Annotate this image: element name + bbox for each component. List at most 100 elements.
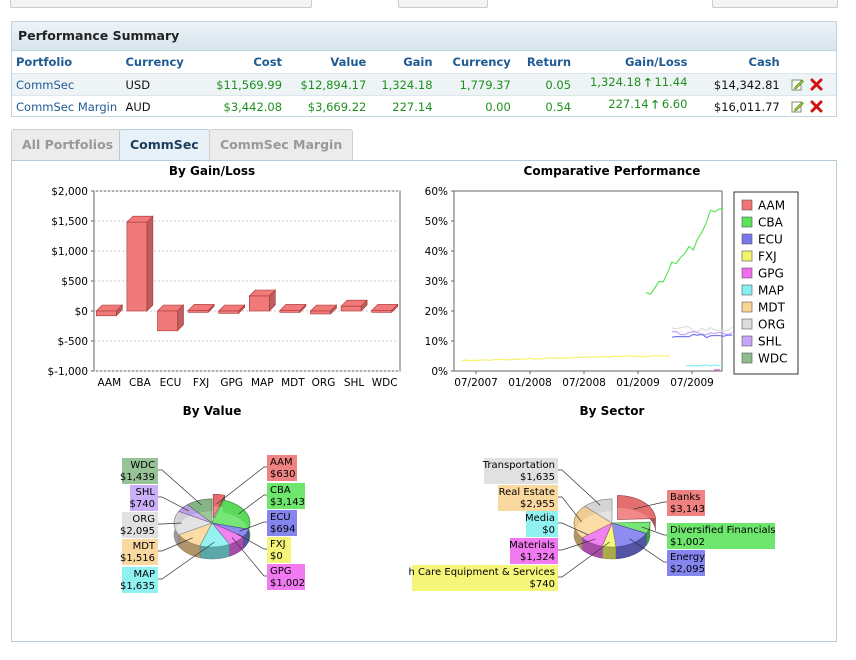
x-tick-label: 01/2009 — [616, 377, 660, 389]
col-gain[interactable]: Gain — [403, 55, 433, 69]
x-tick-label: MDT — [281, 377, 305, 389]
pie-label-box — [510, 538, 558, 564]
y-tick-label: $0 — [75, 306, 88, 318]
pie-slice-real-estate — [573, 505, 613, 539]
delete-icon[interactable] — [810, 100, 823, 113]
y-tick-label: 30% — [425, 276, 448, 288]
pie-label-box — [267, 510, 297, 536]
series-line-ecu — [671, 333, 733, 339]
delete-icon[interactable] — [810, 78, 823, 91]
pie-leader-line — [158, 469, 202, 506]
pie-label-box — [484, 458, 558, 484]
pie-leader-line — [239, 521, 267, 532]
pie-label-box — [267, 564, 305, 590]
bar-aam — [96, 310, 117, 317]
pie-leader-line — [641, 526, 667, 536]
col-cost[interactable]: Cost — [253, 55, 283, 69]
pie-leader-line — [216, 466, 267, 505]
series-line-org — [671, 325, 733, 332]
table-row: CommSec Margin AUD $3,442.08 $3,669.22 2… — [12, 95, 836, 117]
y-tick-label: 10% — [425, 336, 448, 348]
pie-wall-h-care-equipment-services — [601, 545, 617, 560]
value-cell: $3,669.22 — [286, 95, 371, 117]
legend-swatch-fxj — [741, 250, 753, 262]
y-tick-label: $500 — [61, 276, 88, 288]
pie-slice-transportation — [584, 498, 613, 524]
portfolio-link[interactable]: CommSec — [16, 77, 75, 92]
pie-label-value: $1,002 — [270, 578, 305, 589]
table-row: CommSec USD $11,569.99 $12,894.17 1,324.… — [12, 73, 836, 96]
y-tick-label: $1,500 — [51, 216, 88, 228]
col-gainloss[interactable]: Gain/Loss — [624, 55, 688, 69]
col-actions — [784, 51, 836, 74]
pie-label-name: SHL — [136, 487, 156, 498]
cost-cell: $3,442.08 — [209, 95, 287, 117]
pie-label-name: Banks — [670, 492, 700, 503]
col-return[interactable]: Return — [526, 55, 572, 69]
pie-label-name: FXJ — [270, 539, 286, 550]
currency-gain-cell: 1,779.37 — [436, 73, 515, 96]
actions-cell — [783, 73, 836, 96]
col-portfolio[interactable]: Portfolio — [16, 55, 73, 69]
pie-leader-line — [558, 496, 582, 523]
cash-cell: $16,011.77 — [691, 95, 784, 117]
pie-slice-materials — [581, 522, 613, 547]
pie-label-name: Transportation — [482, 460, 555, 471]
y-tick-label: $-1,000 — [47, 366, 88, 378]
pie-label-value: $1,324 — [520, 552, 555, 563]
plot-area — [453, 190, 723, 372]
pie-label-name: ORG — [132, 514, 155, 525]
x-tick-label: 07/2007 — [454, 377, 498, 389]
pie-slice-cba — [211, 499, 251, 530]
pie-label-value: $1,635 — [520, 472, 555, 483]
value-cell: $12,894.17 — [286, 73, 371, 96]
portfolio-link[interactable]: CommSec Margin — [16, 99, 118, 114]
col-cash[interactable]: Cash — [748, 55, 780, 69]
pie-leader-line — [158, 522, 182, 525]
col-currency-gain[interactable]: Currency — [452, 55, 511, 69]
y-tick-label: $2,000 — [51, 186, 88, 198]
table-header-row: Portfolio Currency Cost Value Gain Curre… — [12, 51, 836, 74]
pie-label-value: $0 — [542, 525, 555, 536]
pie-label-value: $694 — [270, 524, 295, 535]
performance-line-chart: 60% 50% 40% 30% 20% 10% 0% 07/2007 01/2008 07/200… — [425, 186, 799, 389]
col-value[interactable]: Value — [330, 55, 367, 69]
legend-swatch-aam — [741, 199, 753, 211]
up-arrow-icon: 🡑 — [644, 75, 651, 89]
x-tick-label: 07/2009 — [670, 377, 714, 389]
series-line-shl — [671, 330, 733, 336]
series-line-map — [685, 364, 723, 367]
pie-label-name: Diversified Financials — [670, 525, 776, 536]
pie-slice-energy — [611, 522, 647, 548]
pie-label-box — [122, 539, 158, 565]
pie-label-value: $3,143 — [270, 497, 305, 508]
pie-leader-line — [558, 469, 601, 506]
edit-icon[interactable] — [791, 100, 804, 113]
top-control-left — [10, 0, 312, 8]
legend-label: GPG — [758, 267, 784, 281]
legend-label: WDC — [758, 352, 787, 366]
gain-cell: 227.14 — [370, 95, 437, 117]
gainloss-chart-title: By Gain/Loss — [169, 164, 255, 178]
tab-all-portfolios[interactable]: All Portfolios — [11, 129, 125, 160]
pie-slice-diversified-financials — [611, 521, 651, 534]
pie-leader-line — [629, 538, 667, 563]
tab-commsec[interactable]: CommSec — [119, 129, 210, 161]
pie-label-value: $630 — [270, 469, 295, 480]
pie-label-box — [267, 483, 305, 509]
x-tick-label: ECU — [160, 377, 182, 389]
pie-slice-ecu — [211, 522, 250, 538]
tab-commsec-margin[interactable]: CommSec Margin — [209, 129, 354, 160]
legend-label: ECU — [758, 233, 783, 247]
performance-summary-table: Portfolio Currency Cost Value Gain Curre… — [12, 51, 836, 117]
edit-icon[interactable] — [791, 78, 804, 91]
x-tick-label: CBA — [129, 377, 152, 389]
gainloss-percent: 11.44 — [654, 75, 688, 89]
col-currency[interactable]: Currency — [125, 55, 184, 69]
legend-label: SHL — [758, 335, 782, 349]
y-tick-label: 40% — [425, 246, 448, 258]
gainloss-cell: 227.14 🡑 6.60 — [575, 95, 692, 117]
value-pie-chart: AAM$630 CBA$3,143 ECU$694 FXJ$0 GPG$1,002 MAP… — [120, 455, 305, 593]
legend-swatch-org — [741, 318, 753, 330]
currency-cell: USD — [121, 73, 210, 96]
